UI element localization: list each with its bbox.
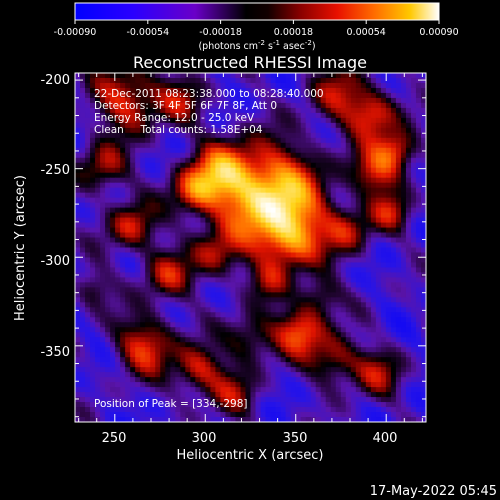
colorbar: -0.00090 -0.00054 -0.00018 0.00018 0.000… [54, 2, 459, 52]
rhessi-image [75, 73, 426, 422]
time-range-text: 22-Dec-2011 08:23:38.000 to 08:28:40.000 [94, 88, 324, 100]
plot-frame [74, 72, 427, 423]
x-tick-label: 400 [373, 431, 398, 446]
info-block: 22-Dec-2011 08:23:38.000 to 08:28:40.000… [94, 88, 324, 136]
x-tick-label: 350 [283, 431, 308, 446]
colorbar-unit-label: (photons cm-2 s-1 asec-2) [198, 39, 315, 52]
x-tick-label: 300 [192, 431, 217, 446]
colorbar-tick-label: 0.00018 [274, 27, 313, 38]
detectors-text: Detectors: 3F 4F 5F 6F 7F 8F, Att 0 [94, 100, 277, 112]
image-pixels [75, 73, 426, 422]
plot-title: Reconstructed RHESSI Image [133, 53, 367, 72]
footer-timestamp: 17-May-2022 05:45 [370, 484, 497, 499]
x-axis-title: Heliocentric X (arcsec) [177, 448, 324, 463]
colorbar-frame [74, 2, 440, 21]
y-tick-label: -250 [40, 163, 70, 178]
colorbar-gradient [75, 3, 439, 20]
axis-ticks [75, 73, 426, 422]
colorbar-tick-label: -0.00090 [54, 27, 97, 38]
x-tick-label: 250 [102, 431, 127, 446]
y-tick-label: -350 [40, 345, 70, 360]
colorbar-ticks [74, 20, 440, 24]
y-tick-label: -200 [40, 73, 70, 88]
colorbar-tick-label: -0.00018 [199, 27, 242, 38]
colorbar-tick-label: 0.00090 [419, 27, 458, 38]
energy-range-text: Energy Range: 12.0 - 25.0 keV [94, 112, 255, 124]
clean-counts-text: Clean Total counts: 1.58E+04 [94, 124, 263, 136]
y-tick-label: -300 [40, 254, 70, 269]
colorbar-tick-label: 0.00054 [347, 27, 386, 38]
peak-position-text: Position of Peak = [334,-298] [94, 398, 248, 410]
y-axis-title: Heliocentric Y (arcsec) [13, 175, 28, 321]
colorbar-tick-label: -0.00054 [126, 27, 169, 38]
